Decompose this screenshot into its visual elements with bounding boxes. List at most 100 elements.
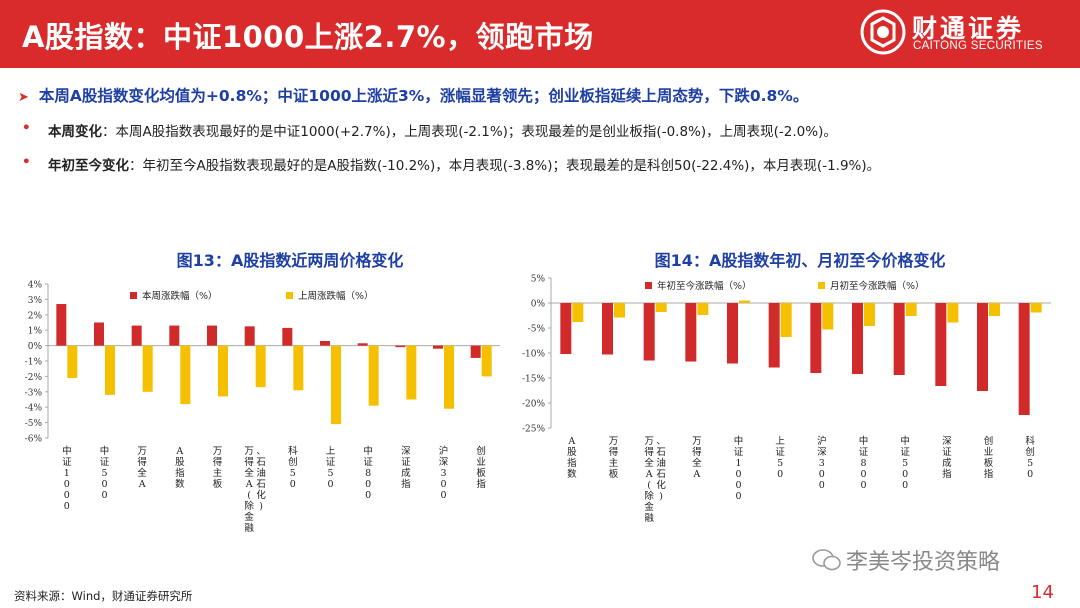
svg-text:0: 0 bbox=[101, 490, 107, 501]
svg-text:0: 0 bbox=[290, 479, 296, 490]
bullet-dot-icon: • bbox=[22, 120, 31, 136]
summary-headline: ➤ 本周A股指数变化均值为+0.8%；中证1000上涨近3%，涨幅显著领先；创业板… bbox=[18, 84, 1068, 106]
y-tick-label: 0% bbox=[531, 300, 546, 310]
x-tick-label: 中证800 bbox=[859, 435, 869, 491]
bar-series2 bbox=[864, 303, 875, 326]
x-tick-label: 深证成指 bbox=[401, 446, 411, 490]
bar-series2 bbox=[406, 346, 416, 400]
page-title: A股指数：中证1000上涨2.7%，领跑市场 bbox=[22, 14, 594, 56]
bar-series2 bbox=[143, 346, 153, 392]
svg-text:证: 证 bbox=[942, 447, 952, 458]
svg-text:深: 深 bbox=[401, 446, 411, 457]
y-tick-label: 0% bbox=[28, 342, 43, 352]
svg-text:全: 全 bbox=[137, 467, 147, 479]
svg-text:万: 万 bbox=[644, 436, 654, 447]
bar-series1 bbox=[894, 303, 905, 375]
svg-text:得: 得 bbox=[644, 446, 654, 458]
svg-text:万: 万 bbox=[137, 446, 147, 457]
svg-text:板: 板 bbox=[984, 457, 994, 469]
page-number: 14 bbox=[1031, 582, 1054, 603]
source-note: 资料来源：Wind，财通证券研究所 bbox=[14, 588, 192, 604]
bar-series2 bbox=[906, 303, 917, 316]
svg-text:3: 3 bbox=[819, 458, 825, 469]
svg-text:油: 油 bbox=[656, 457, 666, 469]
bar-series1 bbox=[169, 326, 179, 346]
x-tick-label: 科创50 bbox=[1025, 435, 1035, 480]
chart13-title: 图13：A股指数近两周价格变化 bbox=[50, 247, 530, 271]
y-tick-label: -3% bbox=[25, 388, 43, 398]
y-tick-label: -6% bbox=[25, 435, 43, 445]
svg-text:指: 指 bbox=[567, 457, 577, 469]
bar-series2 bbox=[697, 303, 708, 315]
svg-text:8: 8 bbox=[860, 458, 866, 469]
x-tick-label: 创业板指 bbox=[984, 435, 994, 480]
bar-series2 bbox=[482, 346, 492, 377]
svg-text:油: 油 bbox=[256, 467, 266, 479]
svg-text:全: 全 bbox=[692, 457, 702, 469]
svg-text:金: 金 bbox=[244, 511, 254, 523]
svg-text:除: 除 bbox=[644, 490, 654, 502]
svg-text:0: 0 bbox=[819, 480, 825, 491]
svg-text:1: 1 bbox=[64, 468, 70, 479]
svg-text:5: 5 bbox=[327, 468, 333, 479]
svg-text:万: 万 bbox=[244, 446, 254, 457]
svg-text:板: 板 bbox=[213, 478, 223, 490]
svg-text:中: 中 bbox=[900, 435, 910, 447]
svg-text:得: 得 bbox=[244, 456, 254, 468]
svg-text:得: 得 bbox=[137, 456, 147, 468]
x-tick-label: 万得全A bbox=[692, 436, 702, 480]
bar-series1 bbox=[810, 303, 821, 373]
bar-series2 bbox=[444, 346, 454, 409]
svg-text:得: 得 bbox=[213, 456, 223, 468]
svg-text:石: 石 bbox=[256, 479, 266, 490]
bar-series2 bbox=[947, 303, 958, 323]
bar-series1 bbox=[132, 326, 142, 346]
svg-text:全: 全 bbox=[244, 467, 254, 479]
legend-label: 月初至今涨跌幅（%） bbox=[830, 280, 925, 292]
y-tick-label: 1% bbox=[28, 327, 43, 337]
legend-label: 本周涨跌幅（%） bbox=[142, 290, 218, 302]
bar-series2 bbox=[369, 346, 379, 406]
summary-section: ➤ 本周A股指数变化均值为+0.8%；中证1000上涨近3%，涨幅显著领先；创业板… bbox=[18, 84, 1068, 174]
svg-text:业: 业 bbox=[984, 447, 994, 458]
svg-text:A: A bbox=[175, 446, 183, 457]
svg-text:0: 0 bbox=[101, 479, 107, 490]
svg-text:0: 0 bbox=[902, 480, 908, 491]
svg-text:中: 中 bbox=[363, 445, 373, 457]
svg-text:深: 深 bbox=[817, 447, 827, 458]
svg-text:8: 8 bbox=[365, 468, 371, 479]
bar-series2 bbox=[331, 346, 341, 425]
x-tick-label: 沪深300 bbox=[817, 435, 827, 491]
bullet-text: ：年初至今A股指数表现最好的是A股指数(-10.2%)，本月表现(-3.8%)；… bbox=[129, 158, 880, 174]
title-bar: A股指数：中证1000上涨2.7%，领跑市场 财通证券 CAITONG SECU… bbox=[0, 0, 1080, 68]
svg-text:中: 中 bbox=[100, 445, 110, 457]
bar-series1 bbox=[245, 326, 255, 345]
svg-text:证: 证 bbox=[326, 457, 336, 468]
bar-series2 bbox=[293, 346, 303, 391]
svg-text:0: 0 bbox=[860, 480, 866, 491]
x-tick-label: 创业板指 bbox=[476, 445, 486, 490]
svg-text:A: A bbox=[567, 436, 575, 447]
svg-text:、: 、 bbox=[656, 436, 666, 447]
svg-text:5: 5 bbox=[777, 458, 783, 469]
bar-series2 bbox=[656, 303, 667, 312]
svg-text:0: 0 bbox=[440, 490, 446, 501]
svg-text:得: 得 bbox=[609, 446, 619, 458]
svg-text:沪: 沪 bbox=[439, 445, 449, 457]
y-tick-label: -10% bbox=[522, 350, 545, 360]
y-tick-label: -15% bbox=[522, 375, 545, 385]
x-tick-label: 万得全A(除金融、石油石化) bbox=[244, 446, 266, 534]
bar-series2 bbox=[67, 346, 77, 378]
chart14-ytd-mtd-change: 5%0%-5%-10%-15%-20%-25%A股指数万得主板万得全A(除金融、… bbox=[515, 268, 1075, 568]
bullet-dot-icon: • bbox=[22, 154, 31, 170]
svg-text:(: ( bbox=[247, 490, 251, 501]
svg-text:深: 深 bbox=[439, 457, 449, 468]
svg-text:深: 深 bbox=[942, 436, 952, 447]
bar-series1 bbox=[727, 303, 738, 364]
legend-label: 年初至今涨跌幅（%） bbox=[657, 280, 752, 292]
bar-series2 bbox=[822, 303, 833, 330]
svg-text:石: 石 bbox=[256, 457, 266, 468]
svg-text:证: 证 bbox=[775, 447, 785, 458]
svg-text:融: 融 bbox=[244, 523, 254, 534]
